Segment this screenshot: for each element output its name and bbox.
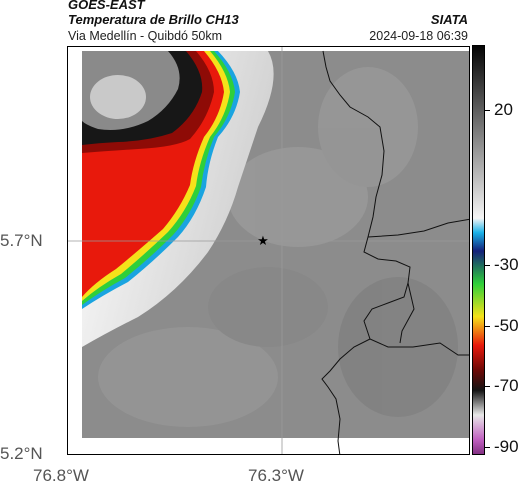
colorbar-label: -70 [494,376,519,395]
colorbar-label: -30 [494,255,519,274]
border-line-south [321,282,415,454]
colorbar-label: 20 [494,100,513,119]
satellite-name: GOES-EAST [68,0,145,12]
border-line [322,50,469,356]
colorbar-tick [485,110,490,111]
lat-tick-label: 5.7°N [0,231,43,250]
temperature-colorbar [472,45,485,455]
lat-tick-label: 5.2°N [0,444,43,463]
map-header: GOES-EAST Temperatura de Brillo CH13 Via… [68,0,470,46]
product-title: Temperatura de Brillo CH13 [68,12,239,27]
surface-texture [98,67,458,427]
lon-tick-label: 76.8°W [33,466,89,485]
colorbar-tick [485,326,490,327]
route-subtitle: Via Medellín - Quibdó 50km [68,29,223,43]
satellite-map[interactable]: ★ [67,46,470,455]
colorbar-tick [485,447,490,448]
location-star-icon[interactable]: ★ [257,234,269,249]
lon-tick-label: 76.3°W [248,466,304,485]
colorbar-tick [485,265,490,266]
border-line-east [367,218,469,238]
map-canvas: ★ [68,47,469,454]
colorbar-tick [485,386,490,387]
cloud-overshoot-light [90,75,146,119]
colorbar-label: -50 [494,316,519,335]
colorbar-label: -90 [494,437,519,456]
image-timestamp: 2024-09-18 06:39 [369,29,468,43]
organization-label: SIATA [430,12,468,27]
